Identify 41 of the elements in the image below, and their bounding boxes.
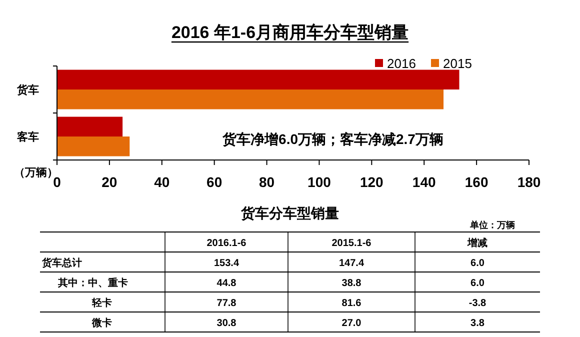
text: 6.0 [470,258,485,269]
x-tick-label: 160 [464,174,488,190]
text: 3.8 [470,318,485,329]
x-tick-label: 100 [308,174,332,190]
x-tick-label: 60 [206,174,222,190]
x-tick-label: 20 [102,174,118,190]
x-tick-label: 40 [154,174,170,190]
bar [57,70,460,90]
x-tick-label: 140 [412,174,436,190]
bar [57,136,130,156]
text: 增减 [466,237,488,249]
text: 38.8 [342,278,362,289]
x-tick-label: 80 [258,174,275,190]
text: 81.6 [342,298,362,309]
text: 单位：万辆 [469,220,515,230]
text: 147.4 [338,258,364,269]
text: 30.8 [216,318,237,329]
text: 27.0 [342,318,362,329]
text: 6.0 [470,278,485,289]
text: 77.8 [216,298,237,309]
bar [57,90,444,110]
chart-title: 2016 年1-6月商用车分车型销量 [171,23,409,42]
text: 货车总计 [41,257,82,269]
y-tick-label: 货车 [16,84,39,96]
y-tick-label: 客车 [16,130,39,144]
text: 其中：中、重卡 [57,277,128,289]
text: 44.8 [216,278,237,289]
annotation: 货车净增6.0万辆；客车净减2.7万辆 [222,131,444,147]
x-tick-label: 120 [360,174,384,190]
x-tick-label: 0 [53,174,62,190]
text: 153.4 [214,258,240,269]
legend-label: 2015 [443,56,472,71]
text: -3.8 [468,298,487,309]
text: 2016.1-6 [206,238,247,249]
text: 2015.1-6 [332,238,372,249]
bar [57,116,123,136]
legend-label: 2016 [387,56,416,71]
x-tick-label: 180 [517,174,541,190]
text: 微卡 [91,317,112,329]
text: 货车分车型销量 [240,205,339,221]
text: 轻卡 [91,297,112,309]
